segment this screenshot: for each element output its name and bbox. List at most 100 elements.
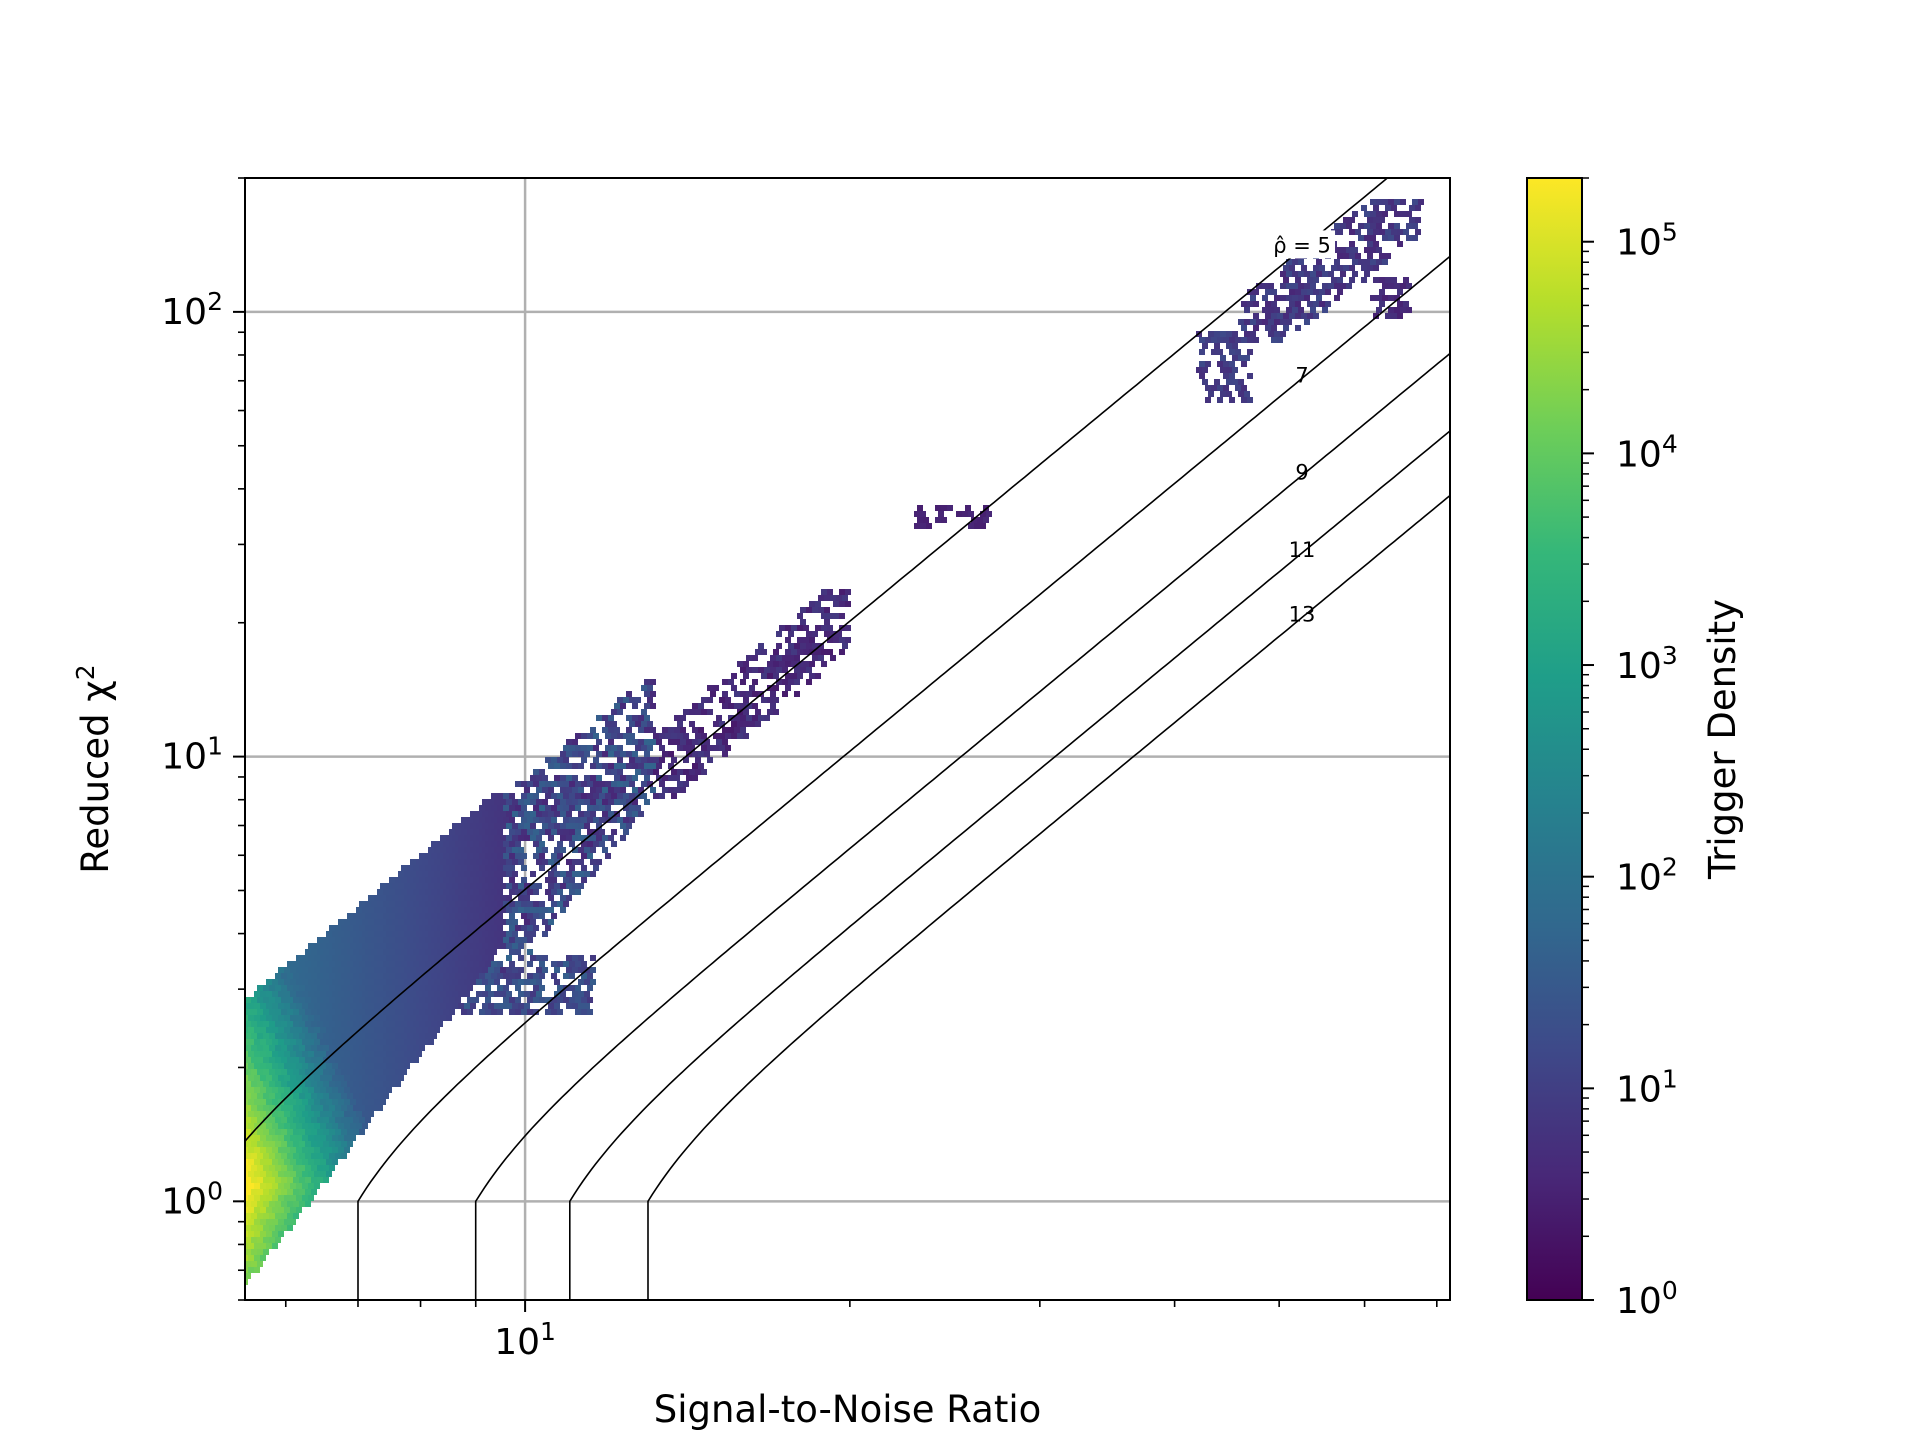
hexbin-cell <box>338 1051 344 1057</box>
hexbin-cell <box>362 1015 368 1021</box>
hexbin-cell <box>365 997 371 1003</box>
hexbin-cell <box>278 979 284 985</box>
hexbin-cell <box>437 925 443 931</box>
hexbin-cell <box>266 1063 272 1069</box>
hexbin-cell <box>410 919 416 925</box>
hexbin-cell <box>470 967 476 973</box>
hexbin-cell <box>332 991 338 997</box>
hexbin-cell <box>1292 271 1298 277</box>
hexbin-cell <box>245 997 251 1003</box>
hexbin-cell <box>524 991 530 997</box>
hexbin-cell <box>374 1027 380 1033</box>
hexbin-cell <box>467 925 473 931</box>
hexbin-cell <box>305 973 311 979</box>
hexbin-cell <box>314 991 320 997</box>
hexbin-cell <box>266 1219 272 1225</box>
hexbin-cell <box>1241 385 1247 391</box>
hexbin-cell <box>1226 343 1232 349</box>
hexbin-cell <box>617 817 623 823</box>
hexbin-cell <box>374 1051 380 1057</box>
hexbin-cell <box>269 1009 275 1015</box>
hexbin-cell <box>302 991 308 997</box>
hexbin-cell <box>251 1117 257 1123</box>
hexbin-cell <box>650 691 656 697</box>
hexbin-cell <box>479 1009 485 1015</box>
hexbin-cell <box>506 919 512 925</box>
hexbin-cell <box>401 973 407 979</box>
hexbin-cell <box>248 1243 254 1249</box>
hexbin-cell <box>506 847 512 853</box>
hexbin-cell <box>473 949 479 955</box>
hexbin-cell <box>713 685 719 691</box>
hexbin-cell <box>278 1219 284 1225</box>
hexbin-cell <box>419 925 425 931</box>
hexbin-cell <box>356 1051 362 1057</box>
hexbin-cell <box>1241 397 1247 403</box>
hexbin-cell <box>302 1003 308 1009</box>
hexbin-cell <box>650 739 656 745</box>
hexbin-cell <box>341 1069 347 1075</box>
hexbin-cell <box>500 835 506 841</box>
hexbin-cell <box>554 871 560 877</box>
hexbin-cell <box>1373 313 1379 319</box>
hexbin-cell <box>590 967 596 973</box>
hexbin-cell <box>827 613 833 619</box>
hexbin-cell <box>527 1009 533 1015</box>
hexbin-cell <box>827 589 833 595</box>
hexbin-cell <box>335 1021 341 1027</box>
hexbin-cell <box>320 1039 326 1045</box>
hexbin-cell <box>338 1099 344 1105</box>
hexbin-cell <box>365 937 371 943</box>
hexbin-cell <box>551 1009 557 1015</box>
hexbin-cell <box>794 643 800 649</box>
hexbin-cell <box>404 967 410 973</box>
hexbin-cell <box>794 691 800 697</box>
hexbin-cell <box>395 925 401 931</box>
hexbin-cell <box>509 793 515 799</box>
hexbin-cell <box>539 973 545 979</box>
hexbin-cell <box>326 1015 332 1021</box>
hexbin-cell <box>632 751 638 757</box>
hexbin-cell <box>470 835 476 841</box>
hexbin-cell <box>470 943 476 949</box>
hexbin-cell <box>452 835 458 841</box>
hexbin-cell <box>434 1015 440 1021</box>
hexbin-cell <box>476 871 482 877</box>
hexbin-cell <box>272 1171 278 1177</box>
hexbin-cell <box>518 979 524 985</box>
hexbin-cell <box>362 1123 368 1129</box>
hexbin-cell <box>731 721 737 727</box>
hexbin-cell <box>1253 301 1259 307</box>
hexbin-cell <box>1274 319 1280 325</box>
hexbin-cell <box>278 1159 284 1165</box>
hexbin-cell <box>1352 271 1358 277</box>
hexbin-cell <box>563 877 569 883</box>
hexbin-cell <box>344 967 350 973</box>
hexbin-cell <box>389 889 395 895</box>
hexbin-cell <box>449 937 455 943</box>
hexbin-cell <box>314 1159 320 1165</box>
hexbin-cell <box>428 931 434 937</box>
hexbin-cell <box>779 661 785 667</box>
hexbin-cell <box>431 973 437 979</box>
hexbin-cell <box>275 1105 281 1111</box>
hexbin-cell <box>257 1201 263 1207</box>
hexbin-cell <box>287 1165 293 1171</box>
hexbin-cell <box>1247 373 1253 379</box>
hexbin-cell <box>269 1105 275 1111</box>
hexbin-cell <box>305 997 311 1003</box>
hexbin-cell <box>617 769 623 775</box>
hexbin-cell <box>293 985 299 991</box>
hexbin-cell <box>659 745 665 751</box>
hexbin-cell <box>374 895 380 901</box>
hexbin-cell <box>419 913 425 919</box>
hexbin-cell <box>392 1063 398 1069</box>
hexbin-cell <box>446 955 452 961</box>
hexbin-cell <box>575 985 581 991</box>
hexbin-cell <box>488 871 494 877</box>
hexbin-cell <box>431 901 437 907</box>
hexbin-cell <box>512 907 518 913</box>
hexbin-cell <box>326 931 332 937</box>
hexbin-cell <box>806 631 812 637</box>
hexbin-cell <box>479 829 485 835</box>
